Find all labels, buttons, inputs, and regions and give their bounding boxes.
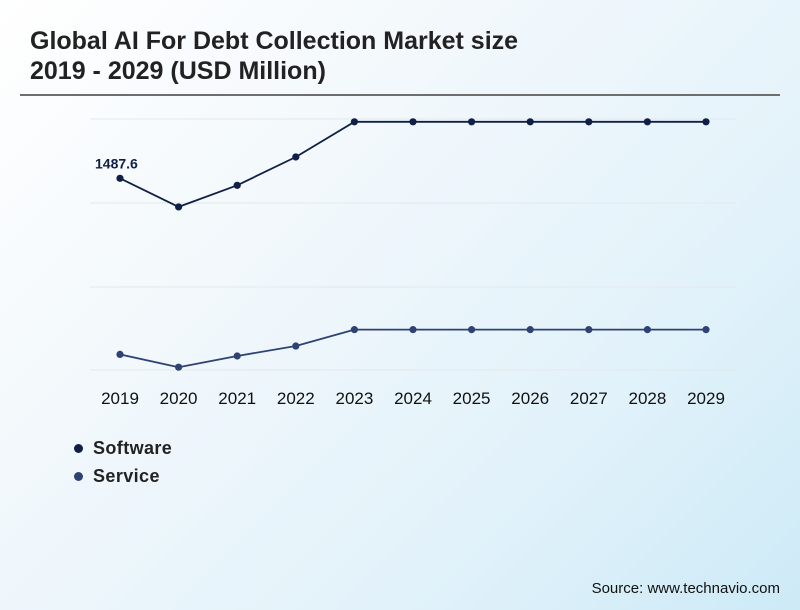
source-credit: Source: www.technavio.com	[591, 580, 780, 597]
x-tick-label: 2021	[218, 389, 256, 408]
x-tick-label: 2027	[570, 389, 608, 408]
x-axis-ticks: 2019 2020 2021 2022 2023 2024 2025 2026 2027 2028…	[101, 389, 725, 408]
data-point-software[interactable]	[409, 118, 417, 126]
x-tick-label: 2024	[394, 389, 432, 408]
data-point-service[interactable]	[175, 363, 183, 371]
x-tick-label: 2022	[277, 389, 315, 408]
chart-title-line1: Global AI For Debt Collection Market siz…	[30, 27, 519, 55]
data-point-service[interactable]	[116, 350, 124, 359]
data-point-service[interactable]	[233, 352, 241, 360]
series-line-software	[119, 120, 706, 208]
series-layer	[116, 118, 710, 371]
data-point-software[interactable]	[292, 153, 300, 161]
x-tick-label: 2023	[335, 389, 373, 408]
data-point-service[interactable]	[292, 342, 300, 350]
data-point-software[interactable]	[116, 174, 124, 182]
data-point-software[interactable]	[468, 118, 476, 126]
data-point-service[interactable]	[526, 326, 534, 334]
legend-marker-software	[74, 443, 83, 453]
x-tick-label: 2029	[687, 389, 725, 408]
legend-item-software[interactable]: Software	[74, 434, 172, 462]
data-point-software[interactable]	[643, 118, 652, 126]
x-tick-label: 2025	[453, 389, 491, 408]
legend-item-service[interactable]: Service	[74, 462, 172, 490]
chart-title: Global AI For Debt Collection Market siz…	[30, 26, 518, 86]
chart-title-line2: 2019 - 2029 (USD Million)	[30, 57, 326, 85]
data-point-software[interactable]	[702, 118, 710, 126]
data-point-service[interactable]	[643, 326, 652, 334]
data-label: 1487.6	[95, 155, 138, 171]
data-point-software[interactable]	[350, 118, 358, 126]
data-point-software[interactable]	[233, 181, 241, 189]
data-point-service[interactable]	[585, 326, 593, 334]
data-point-software[interactable]	[175, 203, 183, 211]
series-line-service	[119, 328, 706, 369]
legend-label-service: Service	[93, 465, 160, 486]
title-divider	[20, 94, 780, 96]
legend-label-software: Software	[93, 437, 173, 458]
data-point-service[interactable]	[409, 326, 417, 334]
data-point-software[interactable]	[585, 118, 593, 126]
data-point-service[interactable]	[350, 326, 358, 334]
data-point-service[interactable]	[468, 326, 476, 334]
x-tick-label: 2028	[628, 389, 666, 408]
x-tick-label: 2020	[160, 389, 198, 408]
x-tick-label: 2019	[101, 389, 139, 408]
x-tick-label: 2026	[511, 389, 549, 408]
data-labels: 1487.6	[95, 155, 138, 171]
legend: Software Service	[74, 434, 172, 490]
data-point-software[interactable]	[526, 118, 534, 126]
legend-marker-service	[74, 471, 83, 481]
data-point-service[interactable]	[702, 326, 710, 334]
